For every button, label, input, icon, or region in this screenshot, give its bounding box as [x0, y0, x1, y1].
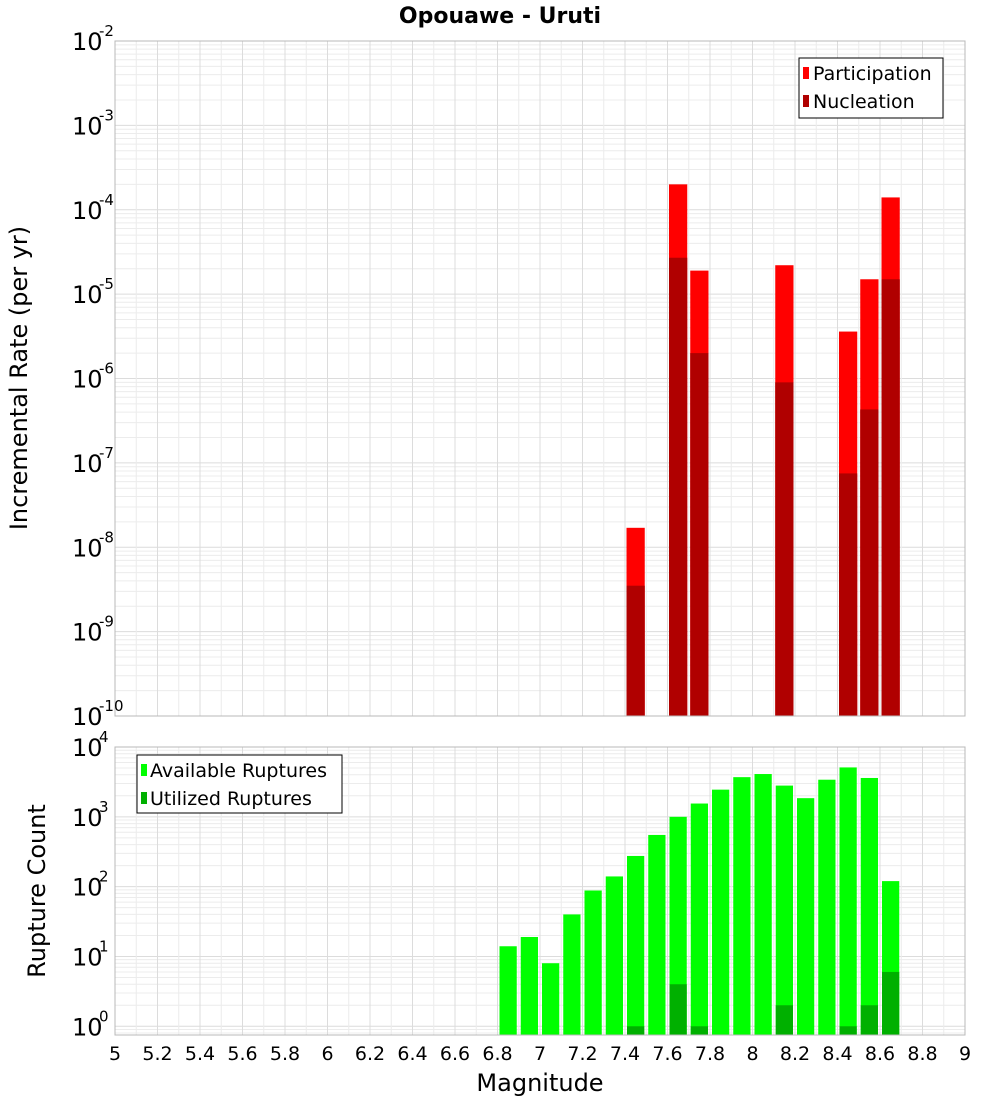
x-tick-label: 5.4 [185, 1043, 215, 1065]
legend-label-available-ruptures: Available Ruptures [150, 760, 327, 782]
utilized-ruptures-bar [775, 1005, 793, 1035]
nucleation-bar [860, 409, 879, 716]
available-ruptures-bar [818, 779, 836, 1035]
legend-label-nucleation: Nucleation [813, 91, 915, 113]
y-tick-label: 10-3 [72, 106, 114, 140]
available-ruptures-bar [839, 767, 857, 1035]
x-tick-label: 8.4 [822, 1043, 852, 1065]
x-tick-label: 6.8 [482, 1043, 512, 1065]
nucleation-bar [839, 473, 858, 716]
utilized-ruptures-bar [839, 1026, 857, 1035]
legend-swatch-participation [803, 67, 809, 79]
x-tick-label: 9 [959, 1043, 971, 1065]
utilized-ruptures-bar [627, 1026, 645, 1035]
x-tick-label: 7.8 [695, 1043, 725, 1065]
available-ruptures-bar [520, 936, 538, 1035]
rate-legend-box [798, 57, 944, 119]
x-tick-label: 7.6 [652, 1043, 682, 1065]
y-tick-label: 10-2 [72, 22, 114, 56]
x-tick-label: 6.6 [440, 1043, 470, 1065]
utilized-ruptures-bar [669, 984, 687, 1035]
available-ruptures-bar [797, 798, 815, 1035]
utilized-ruptures-bar [860, 1005, 878, 1035]
x-tick-label: 6 [321, 1043, 333, 1065]
rate-plot-frame [114, 40, 966, 717]
y-tick-label: 101 [72, 937, 109, 971]
nucleation-bar [669, 257, 688, 716]
utilized-ruptures-bar [690, 1026, 708, 1035]
x-tick-label: 8.6 [865, 1043, 895, 1065]
y-tick-label: 104 [72, 728, 109, 762]
x-tick-label: 5.6 [227, 1043, 257, 1065]
rate-y-axis-label: Incremental Rate (per yr) [5, 226, 33, 530]
available-ruptures-bar [775, 785, 793, 1035]
available-ruptures-bar [690, 803, 708, 1035]
x-tick-label: 7.2 [567, 1043, 597, 1065]
y-tick-label: 10-7 [72, 444, 114, 478]
count-y-ticks: 104 103 102 101 100 [72, 728, 109, 1041]
legend-label-utilized-ruptures: Utilized Ruptures [150, 788, 312, 810]
y-tick-label: 100 [72, 1007, 109, 1041]
legend-swatch-nucleation [803, 95, 809, 107]
x-tick-label: 6.4 [397, 1043, 427, 1065]
y-tick-label: 10-6 [72, 360, 114, 394]
y-tick-label: 10-9 [72, 613, 114, 647]
count-plot-frame [114, 746, 966, 1036]
available-ruptures-bar [499, 946, 517, 1035]
legend-label-participation: Participation [813, 63, 932, 85]
nucleation-bar [775, 382, 794, 716]
rate-bars [626, 184, 900, 717]
available-ruptures-bar [584, 890, 602, 1035]
count-bars [499, 767, 900, 1035]
rate-legend: Participation Nucleation [798, 57, 944, 119]
x-tick-label: 6.2 [355, 1043, 385, 1065]
available-ruptures-bar [712, 789, 730, 1035]
available-ruptures-bar [563, 914, 581, 1035]
count-y-axis-label: Rupture Count [23, 804, 51, 978]
legend-swatch-utilized-ruptures [141, 792, 147, 804]
y-tick-label: 102 [72, 868, 109, 902]
count-legend: Available Ruptures Utilized Ruptures [136, 754, 343, 814]
y-tick-label: 10-4 [72, 191, 114, 225]
available-ruptures-bar [669, 816, 687, 1035]
x-tick-label: 5.2 [142, 1043, 172, 1065]
count-legend-box [136, 754, 343, 814]
count-panel: 104 103 102 101 100 5 5.2 5.4 5.6 5.8 6 6.2 6.4 6.6 6… [23, 728, 971, 1097]
legend-swatch-available-ruptures [141, 764, 147, 776]
rate-panel: 10-2 10-3 10-4 10-5 10-6 10-7 10-8 10-9 10-10 In… [5, 22, 966, 731]
nucleation-bar [626, 585, 645, 716]
x-tick-label: 8.2 [780, 1043, 810, 1065]
magnitude-x-ticks: 5 5.2 5.4 5.6 5.8 6 6.2 6.4 6.6 6.8 7 7.2 7.4 7.6 7.8 8… [109, 1043, 971, 1065]
rate-y-ticks: 10-2 10-3 10-4 10-5 10-6 10-7 10-8 10-9 10-10 [72, 22, 124, 731]
utilized-ruptures-bar [882, 971, 900, 1035]
available-ruptures-bar [860, 777, 878, 1035]
available-ruptures-bar [754, 774, 772, 1035]
y-tick-label: 10-10 [72, 697, 124, 731]
y-tick-label: 103 [72, 798, 109, 832]
magnitude-x-axis-label: Magnitude [476, 1069, 603, 1097]
y-tick-label: 10-8 [72, 528, 114, 562]
nucleation-bar [881, 279, 900, 716]
available-ruptures-bar [542, 963, 560, 1035]
x-tick-label: 7.4 [610, 1043, 640, 1065]
available-ruptures-bar [648, 834, 666, 1035]
chart-title: Opouawe - Uruti [399, 4, 601, 29]
y-tick-label: 10-5 [72, 275, 114, 309]
x-tick-label: 5 [109, 1043, 121, 1065]
rate-grid [115, 41, 965, 717]
available-ruptures-bar [627, 855, 645, 1035]
x-tick-label: 7 [534, 1043, 546, 1065]
x-tick-label: 5.8 [270, 1043, 300, 1065]
x-tick-label: 8 [746, 1043, 758, 1065]
nucleation-bar [690, 353, 709, 716]
x-tick-label: 8.8 [907, 1043, 937, 1065]
available-ruptures-bar [605, 876, 623, 1035]
available-ruptures-bar [733, 777, 751, 1035]
